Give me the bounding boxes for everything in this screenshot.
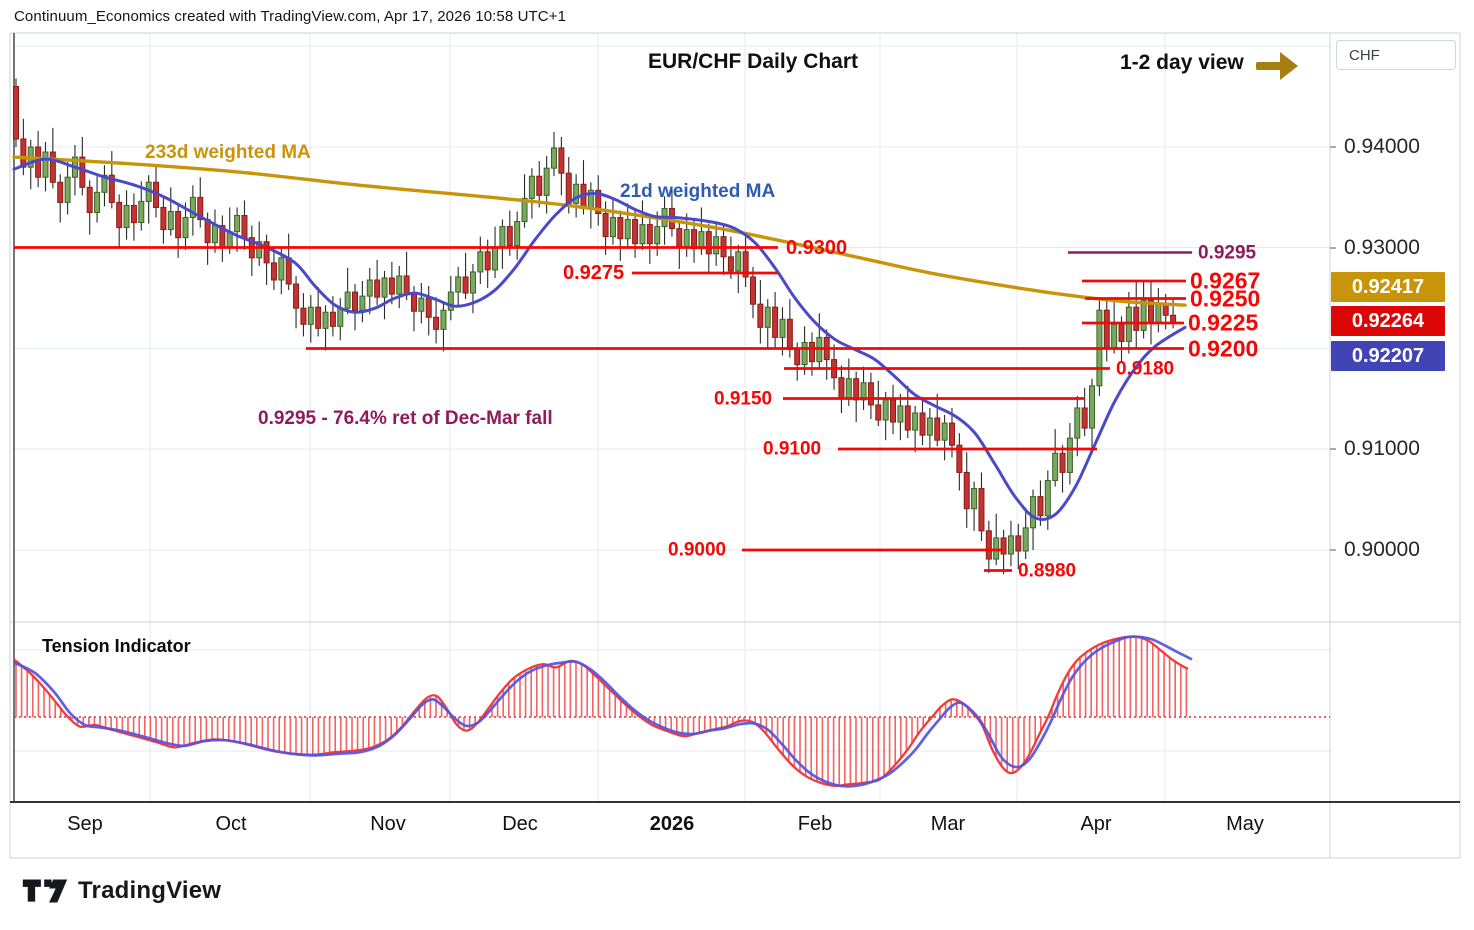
currency-label: CHF: [1349, 46, 1380, 64]
level-label-0.8980: 0.8980: [1018, 560, 1077, 581]
level-label-0.9275: 0.9275: [563, 262, 625, 284]
chart-title: EUR/CHF Daily Chart: [648, 50, 859, 73]
y-tick-0.94000: 0.94000: [1344, 135, 1420, 158]
level-label-0.9100: 0.9100: [763, 438, 822, 460]
ma233-line: [12, 155, 1187, 307]
view-horizon-label: 1-2 day view: [1120, 51, 1244, 74]
y-tick-0.93000: 0.93000: [1344, 236, 1420, 259]
level-label-0.9150: 0.9150: [714, 388, 773, 409]
level-lines: [14, 246, 1192, 572]
ma21-line: [12, 157, 1187, 521]
month-label-Dec: Dec: [502, 813, 538, 835]
tension-signal-line: [13, 635, 1193, 788]
attribution-text: Continuum_Economics created with Trading…: [14, 8, 567, 25]
month-label-Mar: Mar: [930, 813, 966, 835]
tension-main-line: [13, 635, 1189, 787]
price-tag-0.92417: 0.92417: [1331, 272, 1445, 302]
level-label-0.9267: 0.9267: [1190, 267, 1261, 294]
y-tick-0.90000: 0.90000: [1344, 538, 1420, 561]
tension-indicator-title: Tension Indicator: [42, 636, 191, 656]
ma-annotation-0: 233d weighted MA: [145, 142, 311, 163]
retracement-note: 0.9295 - 76.4% ret of Dec-Mar fall: [258, 408, 553, 429]
tradingview-logo-text: TradingView: [78, 877, 222, 904]
month-label-Apr: Apr: [1080, 813, 1112, 835]
month-label-Nov: Nov: [370, 813, 406, 835]
price-tag-0.92264: 0.92264: [1331, 306, 1445, 336]
level-label-0.9300: 0.9300: [786, 236, 848, 259]
right-arrow-icon: [1256, 52, 1298, 80]
tradingview-logo-icon: [22, 879, 68, 903]
level-label-0.9250: 0.9250: [1190, 285, 1261, 311]
tradingview-logo[interactable]: TradingView: [22, 876, 221, 906]
chart-frame: [9, 32, 1461, 859]
y-tick-0.91000: 0.91000: [1344, 437, 1420, 460]
ma-annotation-1: 21d weighted MA: [620, 181, 776, 202]
level-label-0.9200: 0.9200: [1188, 335, 1259, 361]
month-label-Oct: Oct: [215, 813, 247, 835]
month-label-May: May: [1226, 813, 1264, 835]
month-label-2026: 2026: [649, 813, 695, 835]
month-label-Feb: Feb: [797, 813, 833, 835]
tension-histogram: [15, 637, 1188, 786]
currency-selector[interactable]: CHF: [1336, 40, 1456, 70]
level-label-0.9295: 0.9295: [1198, 242, 1257, 263]
candlestick-series: [13, 78, 1177, 575]
price-tag-0.92207: 0.92207: [1331, 341, 1445, 371]
month-label-Sep: Sep: [67, 813, 103, 835]
level-label-0.9000: 0.9000: [668, 539, 727, 561]
level-label-0.9225: 0.9225: [1188, 309, 1259, 336]
level-label-0.9180: 0.9180: [1116, 358, 1175, 379]
